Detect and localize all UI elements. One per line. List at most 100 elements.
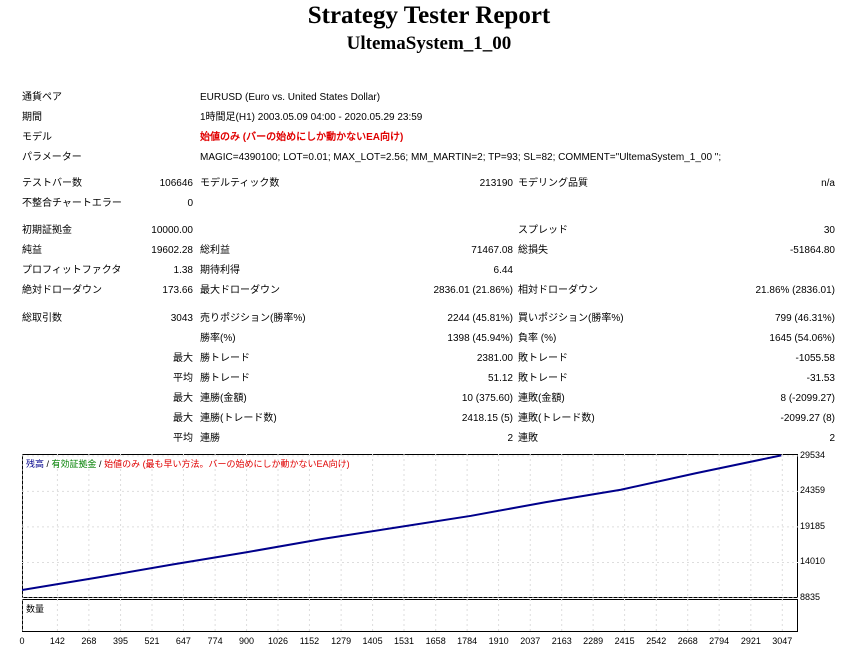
deposit-value: 10000.00 xyxy=(151,225,193,236)
legend-balance: 残高 xyxy=(26,459,45,469)
cons-loss-amt-value: 8 (-2099.27) xyxy=(780,393,835,404)
volume-chart xyxy=(22,599,798,632)
abs-dd-label: 絶対ドローダウン xyxy=(22,285,102,296)
x-tick-label: 647 xyxy=(175,636,191,646)
mismatch-value: 0 xyxy=(187,198,193,209)
avg2-label: 平均 xyxy=(173,433,193,444)
model-value: 始値のみ (バーの始めにしか動かないEA向け) xyxy=(200,132,404,143)
bars-value: 106646 xyxy=(159,178,193,189)
gross-loss-label: 総損失 xyxy=(518,245,548,256)
report-subtitle: UltemaSystem_1_00 xyxy=(346,33,512,54)
avg1-label: 平均 xyxy=(173,373,193,384)
legend-sep-2: / xyxy=(96,459,105,469)
gross-profit-value: 71467.08 xyxy=(471,245,513,256)
winrate-label: 勝率(%) xyxy=(200,333,236,344)
ticks-label: モデルティック数 xyxy=(200,178,280,189)
max3-label: 最大 xyxy=(173,413,193,424)
x-tick-label: 1026 xyxy=(267,636,289,646)
max1-label: 最大 xyxy=(173,353,193,364)
params-value: MAGIC=4390100; LOT=0.01; MAX_LOT=2.56; M… xyxy=(200,152,722,163)
lossrate-label: 負率 (%) xyxy=(518,333,557,344)
expected-label: 期待利得 xyxy=(200,265,240,276)
avg-loss-value: -31.53 xyxy=(806,373,835,384)
avg-loss-label: 敗トレード xyxy=(518,373,568,384)
cons-loss-amt-label: 連敗(金額) xyxy=(518,393,565,404)
legend-equity: 有効証拠金 xyxy=(51,459,97,469)
legend-model: 始値のみ (最も早い方法。バーの始めにしか動かないEA向け) xyxy=(104,459,350,469)
x-tick-label: 1152 xyxy=(299,636,320,646)
pf-label: プロフィットファクタ xyxy=(22,265,122,276)
cons-loss-cnt-label: 連敗(トレード数) xyxy=(518,413,595,424)
trades-value: 3043 xyxy=(170,313,193,324)
max-loss-value: -1055.58 xyxy=(795,353,835,364)
gross-loss-value: -51864.80 xyxy=(789,245,835,256)
cons-win-cnt-label: 連勝(トレード数) xyxy=(200,413,277,424)
max-dd-label: 最大ドローダウン xyxy=(200,285,280,296)
x-tick-label: 2289 xyxy=(583,636,604,646)
avg-win-label: 勝トレード xyxy=(200,373,250,384)
x-tick-label: 2037 xyxy=(520,636,541,646)
x-tick-label: 1531 xyxy=(393,636,415,646)
period-value: 1時間足(H1) 2003.05.09 04:00 - 2020.05.29 2… xyxy=(200,112,423,123)
x-tick-label: 3047 xyxy=(772,636,793,646)
x-tick-label: 268 xyxy=(81,636,97,646)
ticks-value: 213190 xyxy=(479,178,513,189)
cons-loss-cnt-value: -2099.27 (8) xyxy=(780,413,835,424)
x-tick-label: 2415 xyxy=(614,636,635,646)
pf-value: 1.38 xyxy=(173,265,193,276)
quality-label: モデリング品質 xyxy=(518,178,588,189)
x-tick-label: 1784 xyxy=(457,636,478,646)
balance-line xyxy=(22,454,782,591)
max-dd-value: 2836.01 (21.86%) xyxy=(433,285,513,296)
x-tick-label: 1910 xyxy=(488,636,509,646)
pair-label: 通貨ペア xyxy=(22,92,62,103)
net-value: 19602.28 xyxy=(151,245,193,256)
avg-cons-win-value: 2 xyxy=(507,433,513,444)
legend-sep-1: / xyxy=(44,459,52,469)
cons-win-cnt-value: 2418.15 (5) xyxy=(461,413,513,424)
net-label: 純益 xyxy=(22,245,42,256)
balance-chart xyxy=(22,454,798,598)
spread-label: スプレッド xyxy=(518,225,568,236)
max-win-value: 2381.00 xyxy=(476,353,513,364)
period-label: 期間 xyxy=(22,112,42,123)
long-label: 買いポジション(勝率%) xyxy=(518,313,624,324)
x-tick-label: 521 xyxy=(144,636,160,646)
x-tick-label: 2794 xyxy=(709,636,730,646)
y-tick-label: 8835 xyxy=(800,592,821,602)
avg-cons-win-label: 連勝 xyxy=(200,433,220,444)
pair-value: EURUSD (Euro vs. United States Dollar) xyxy=(200,92,381,103)
gross-profit-label: 総利益 xyxy=(200,245,230,256)
x-tick-label: 1405 xyxy=(362,636,383,646)
short-value: 2244 (45.81%) xyxy=(447,313,513,324)
deposit-label: 初期証拠金 xyxy=(22,225,72,236)
x-tick-label: 1279 xyxy=(331,636,352,646)
lossrate-value: 1645 (54.06%) xyxy=(769,333,835,344)
y-tick-label: 19185 xyxy=(800,520,826,531)
bars-label: テストバー数 xyxy=(22,178,82,189)
cons-win-amt-label: 連勝(金額) xyxy=(200,393,247,404)
max2-label: 最大 xyxy=(173,393,193,404)
cons-win-amt-value: 10 (375.60) xyxy=(461,393,513,404)
avg-win-value: 51.12 xyxy=(487,373,513,384)
x-tick-label: 2542 xyxy=(646,636,667,646)
y-tick-label: 29534 xyxy=(800,449,826,460)
x-tick-label: 0 xyxy=(19,636,25,646)
report-title: Strategy Tester Report xyxy=(307,2,551,29)
winrate-value: 1398 (45.94%) xyxy=(447,333,513,344)
rel-dd-label: 相対ドローダウン xyxy=(518,285,598,296)
avg-cons-loss-label: 連敗 xyxy=(518,433,538,444)
x-tick-label: 2163 xyxy=(551,636,572,646)
trades-label: 総取引数 xyxy=(22,313,62,324)
x-tick-label: 900 xyxy=(239,636,255,646)
long-value: 799 (46.31%) xyxy=(774,313,835,324)
avg-cons-loss-value: 2 xyxy=(829,433,835,444)
volume-label: 数量 xyxy=(26,604,45,614)
max-win-label: 勝トレード xyxy=(200,353,250,364)
y-tick-label: 14010 xyxy=(800,556,826,567)
abs-dd-value: 173.66 xyxy=(162,285,193,296)
chart-legend: 残高 / 有効証拠金 / 始値のみ (最も早い方法。バーの始めにしか動かないEA… xyxy=(26,457,350,470)
x-tick-label: 395 xyxy=(113,636,129,646)
mismatch-label: 不整合チャートエラー xyxy=(22,198,122,209)
expected-value: 6.44 xyxy=(493,265,513,276)
